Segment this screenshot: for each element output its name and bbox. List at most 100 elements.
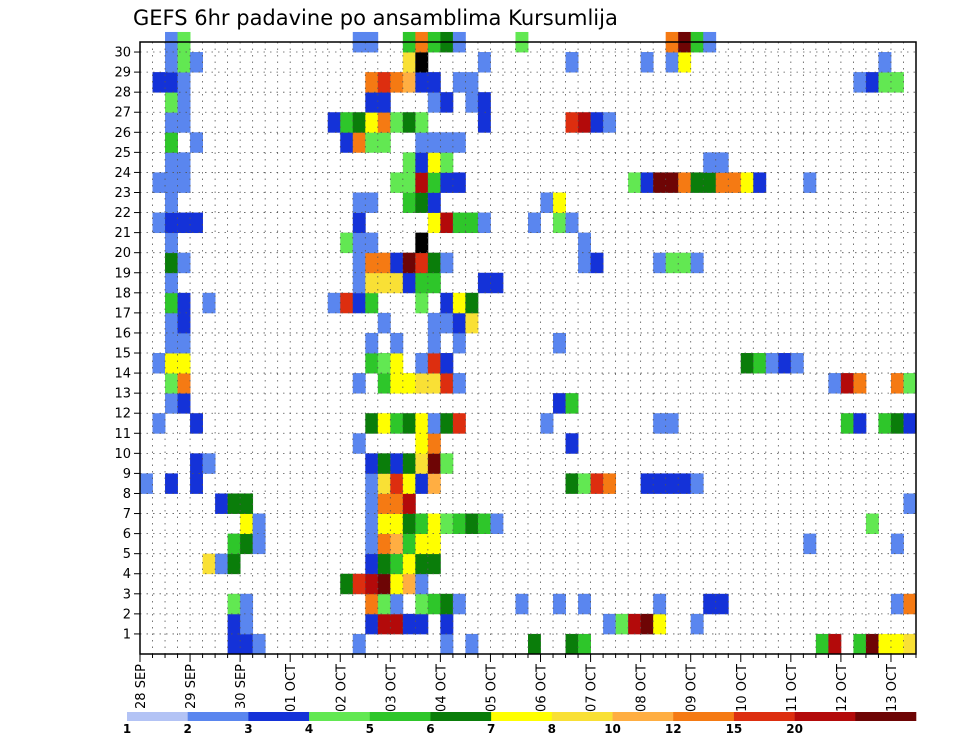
heatmap-cell xyxy=(477,52,491,73)
heatmap-cell xyxy=(365,192,379,213)
y-tick-label: 11 xyxy=(114,427,131,442)
x-tick-label: 13 OCT xyxy=(885,664,900,712)
x-tick-label: 07 OCT xyxy=(585,664,600,712)
heatmap-cell xyxy=(340,132,354,153)
heatmap-cell xyxy=(177,152,191,173)
heatmap-cell xyxy=(365,453,379,474)
x-tick-label: 09 OCT xyxy=(685,664,700,712)
y-tick-label: 22 xyxy=(114,206,131,221)
heatmap-cell xyxy=(465,212,479,234)
y-tick-label: 17 xyxy=(114,306,131,321)
legend-swatch xyxy=(733,712,795,721)
y-tick-label: 24 xyxy=(114,166,131,181)
heatmap-cell xyxy=(853,633,867,655)
heatmap-cell xyxy=(578,232,591,254)
heatmap-cell xyxy=(778,353,792,374)
heatmap-cell xyxy=(252,633,266,655)
heatmap-cell xyxy=(352,252,366,274)
heatmap-cell xyxy=(215,493,229,514)
heatmap-cell xyxy=(402,493,416,514)
heatmap-cell xyxy=(140,473,153,494)
heatmap-cell xyxy=(415,72,429,93)
heatmap-cell xyxy=(415,433,429,454)
heatmap-cell xyxy=(377,493,391,514)
legend-label: 12 xyxy=(665,722,682,736)
heatmap-cell xyxy=(365,613,379,635)
legend-swatch xyxy=(551,712,613,721)
heatmap-cell xyxy=(377,573,391,595)
heatmap-cell xyxy=(390,573,404,595)
heatmap-cell xyxy=(452,373,466,394)
heatmap-cell xyxy=(427,332,441,354)
heatmap-cell xyxy=(878,52,892,73)
legend-label: 4 xyxy=(305,722,313,736)
heatmap-cell xyxy=(477,92,491,113)
heatmap-cell xyxy=(427,593,441,615)
heatmap-cell xyxy=(240,593,254,615)
heatmap-cell xyxy=(427,373,441,394)
heatmap-cell xyxy=(665,473,679,494)
x-tick-label: 02 OCT xyxy=(334,664,349,712)
heatmap-cell xyxy=(390,553,404,575)
heatmap-cell xyxy=(390,353,404,374)
heatmap-cell xyxy=(427,553,441,575)
heatmap-cell xyxy=(452,292,466,314)
heatmap-cell xyxy=(352,212,366,234)
heatmap-cell xyxy=(390,533,404,555)
heatmap-cell xyxy=(352,112,366,133)
legend-label: 2 xyxy=(184,722,192,736)
legend-swatch xyxy=(794,712,856,721)
heatmap-cell xyxy=(590,473,604,494)
heatmap-cell xyxy=(390,373,404,394)
heatmap-cell xyxy=(427,272,441,294)
heatmap-cell xyxy=(240,533,254,555)
heatmap-cell xyxy=(390,513,404,535)
heatmap-cell xyxy=(678,252,692,274)
gridlines xyxy=(140,42,916,654)
legend-swatch xyxy=(491,712,553,721)
heatmap-cell xyxy=(452,212,466,234)
heatmap-cell xyxy=(427,252,441,274)
heatmap-cell xyxy=(703,593,717,615)
y-tick-label: 20 xyxy=(114,246,131,261)
heatmap-cell xyxy=(227,613,241,635)
heatmap-cell xyxy=(165,292,178,314)
heatmap-cell xyxy=(715,593,729,615)
heatmap-cell xyxy=(365,513,379,535)
heatmap-cell xyxy=(578,473,591,494)
y-axis: 1234567891011121314151617181920212223242… xyxy=(114,46,140,642)
heatmap-cell xyxy=(803,172,817,193)
heatmap-cell xyxy=(653,613,667,635)
heatmap-cell xyxy=(402,152,416,173)
heatmap-cell xyxy=(427,72,441,93)
heatmap-cell xyxy=(690,252,704,274)
heatmap-cell xyxy=(665,172,679,193)
heatmap-cell xyxy=(340,292,354,314)
heatmap-cell xyxy=(165,92,178,113)
heatmap-cell xyxy=(427,433,441,454)
heatmap-cell xyxy=(365,292,379,314)
heatmap-cell xyxy=(603,112,617,133)
heatmap-cell xyxy=(440,413,454,434)
heatmap-cell xyxy=(415,292,429,314)
heatmap-cell xyxy=(678,172,692,193)
legend-swatch xyxy=(309,712,371,721)
heatmap-cell xyxy=(165,72,178,93)
heatmap-cell xyxy=(715,172,729,193)
heatmap-cell xyxy=(765,353,779,374)
heatmap-cell xyxy=(415,353,429,374)
heatmap-cell xyxy=(415,252,429,274)
heatmap-cell xyxy=(227,553,241,575)
heatmap-cell xyxy=(402,172,416,193)
heatmap-cell xyxy=(177,52,191,73)
heatmap-cell xyxy=(377,72,391,93)
heatmap-cell xyxy=(402,192,416,213)
heatmap-cell xyxy=(165,393,178,414)
heatmap-cell xyxy=(578,633,591,655)
heatmap-cell xyxy=(352,192,366,213)
heatmap-cell xyxy=(665,252,679,274)
heatmap-cell xyxy=(365,493,379,514)
heatmap-cell xyxy=(440,252,454,274)
heatmap-cell xyxy=(427,172,441,193)
heatmap-cell xyxy=(865,72,879,93)
